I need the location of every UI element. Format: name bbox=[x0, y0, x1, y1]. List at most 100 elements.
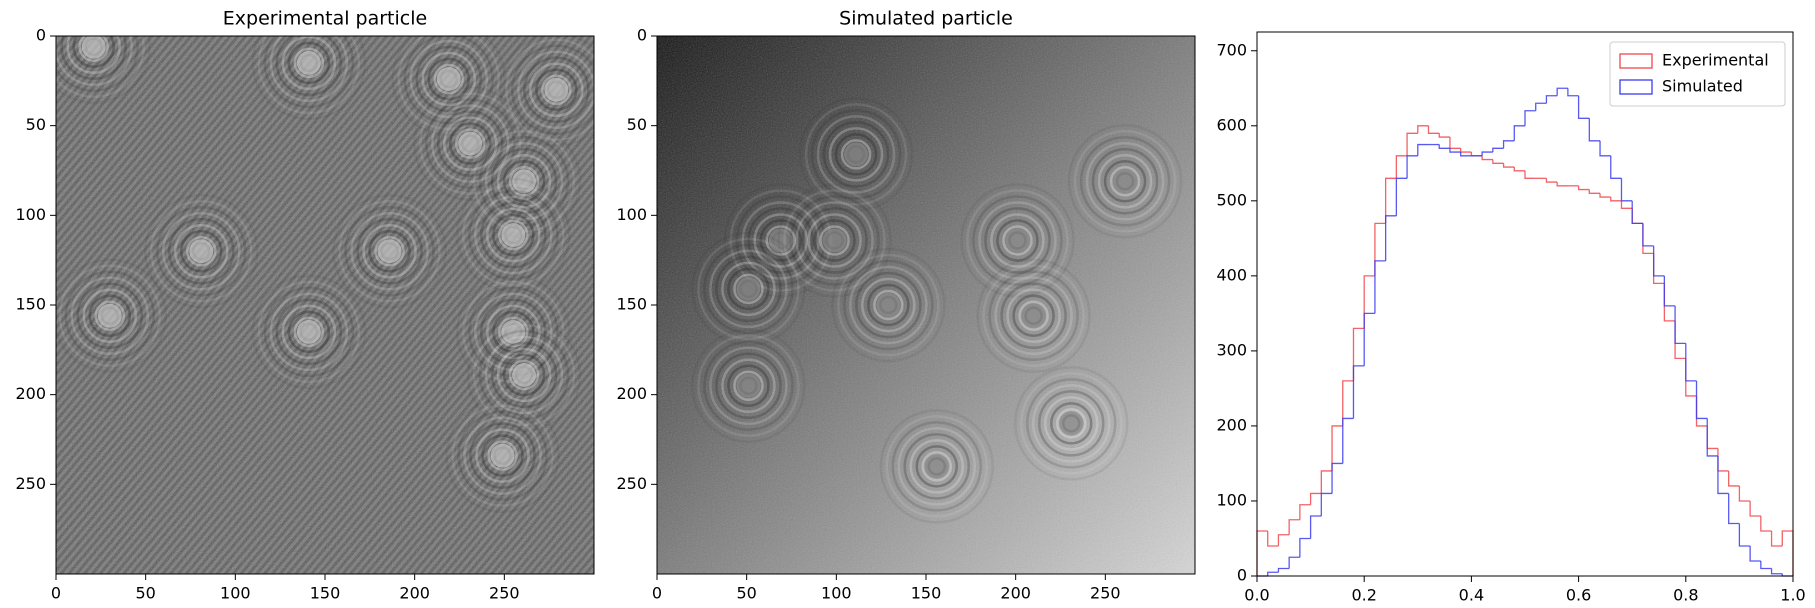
ring bbox=[523, 56, 590, 124]
ring-core bbox=[490, 443, 515, 468]
histogram-step bbox=[1320, 470, 1333, 494]
histogram-step bbox=[1374, 222, 1386, 276]
ring bbox=[82, 288, 138, 344]
ring bbox=[801, 207, 868, 274]
ring-core bbox=[876, 293, 901, 317]
ring-core bbox=[512, 169, 537, 194]
ring bbox=[819, 225, 850, 256]
ring bbox=[281, 36, 337, 91]
ring bbox=[885, 415, 989, 518]
histogram-step bbox=[1384, 177, 1397, 224]
ring bbox=[64, 270, 156, 362]
ring bbox=[834, 133, 878, 176]
ring bbox=[257, 280, 361, 384]
histogram-step bbox=[1588, 189, 1601, 194]
ring-core bbox=[736, 276, 761, 301]
histogram-step bbox=[1642, 223, 1654, 247]
ring bbox=[362, 223, 417, 279]
histogram-step bbox=[1492, 159, 1504, 164]
ring bbox=[921, 451, 953, 482]
histogram-step bbox=[1620, 178, 1633, 202]
ring bbox=[462, 183, 565, 287]
y-tick-label: 0 bbox=[36, 26, 46, 45]
ring bbox=[990, 213, 1045, 268]
ring bbox=[697, 237, 800, 341]
y-tick-label: 100 bbox=[616, 205, 647, 224]
ring bbox=[795, 201, 874, 280]
histogram-step bbox=[1449, 148, 1461, 153]
ring bbox=[972, 195, 1063, 286]
ring bbox=[269, 292, 349, 372]
ring bbox=[94, 300, 126, 332]
ring bbox=[988, 270, 1079, 362]
x-tick-label: 0.6 bbox=[1566, 586, 1591, 605]
ring bbox=[1032, 384, 1111, 463]
y-tick-label: 50 bbox=[26, 115, 46, 134]
image bbox=[56, 36, 594, 574]
histogram-step bbox=[1492, 147, 1504, 153]
ring bbox=[344, 205, 435, 297]
ring bbox=[1079, 136, 1171, 227]
ring bbox=[691, 328, 806, 443]
histogram-step bbox=[1384, 215, 1397, 261]
histogram-step bbox=[1749, 500, 1761, 517]
ring-core bbox=[1005, 228, 1030, 253]
ring bbox=[480, 201, 547, 269]
ring bbox=[741, 201, 820, 280]
ring bbox=[508, 166, 540, 197]
x-tick-label: 0 bbox=[652, 584, 662, 603]
x-tick-label: 0.4 bbox=[1459, 586, 1484, 605]
ring-core bbox=[768, 228, 793, 253]
ring bbox=[60, 36, 127, 81]
ring bbox=[709, 249, 788, 329]
ring bbox=[715, 255, 782, 323]
legend-swatch bbox=[1619, 79, 1653, 95]
histogram-step bbox=[1256, 530, 1268, 576]
ring bbox=[413, 86, 528, 201]
ring bbox=[281, 304, 337, 360]
x-tick-label: 1.0 bbox=[1780, 586, 1805, 605]
histogram-step bbox=[1363, 312, 1375, 366]
ring bbox=[960, 183, 1075, 298]
ring bbox=[293, 316, 325, 348]
ring bbox=[747, 207, 814, 274]
ring bbox=[374, 235, 405, 267]
ring bbox=[293, 47, 325, 79]
histogram-step bbox=[1706, 425, 1718, 450]
y-tick-label: 150 bbox=[616, 295, 647, 314]
ring bbox=[72, 36, 115, 69]
ring bbox=[691, 231, 806, 347]
histogram-step bbox=[1481, 155, 1493, 161]
histogram-step bbox=[1588, 118, 1601, 142]
histogram-step bbox=[1374, 260, 1386, 314]
x-tick-label: 100 bbox=[220, 584, 251, 603]
ring bbox=[263, 36, 355, 109]
ring-core bbox=[436, 67, 461, 92]
histogram-step bbox=[1631, 200, 1643, 224]
y-tick-label: 0 bbox=[1237, 566, 1247, 585]
histogram-step bbox=[1706, 418, 1718, 457]
ring-core bbox=[544, 77, 569, 102]
ring bbox=[783, 189, 886, 292]
ring bbox=[338, 199, 441, 303]
ring bbox=[421, 51, 476, 107]
chart-title: Experimental particle bbox=[223, 8, 427, 30]
ring bbox=[721, 358, 776, 413]
histogram-step bbox=[1449, 137, 1461, 149]
ring bbox=[541, 74, 572, 106]
ring bbox=[813, 219, 856, 262]
x-tick-label: 0.2 bbox=[1351, 586, 1376, 605]
histogram-step bbox=[1267, 571, 1279, 576]
y-tick-label: 150 bbox=[15, 295, 46, 314]
histogram-step bbox=[1513, 167, 1525, 172]
histogram-step bbox=[1288, 519, 1300, 535]
x-tick-label: 250 bbox=[489, 584, 520, 603]
histogram-step bbox=[1631, 208, 1643, 224]
ring bbox=[490, 341, 558, 409]
ring-core bbox=[81, 36, 106, 59]
ring bbox=[456, 274, 571, 390]
ring bbox=[492, 213, 535, 257]
ring-core bbox=[924, 454, 949, 479]
histogram-step bbox=[1770, 530, 1783, 547]
